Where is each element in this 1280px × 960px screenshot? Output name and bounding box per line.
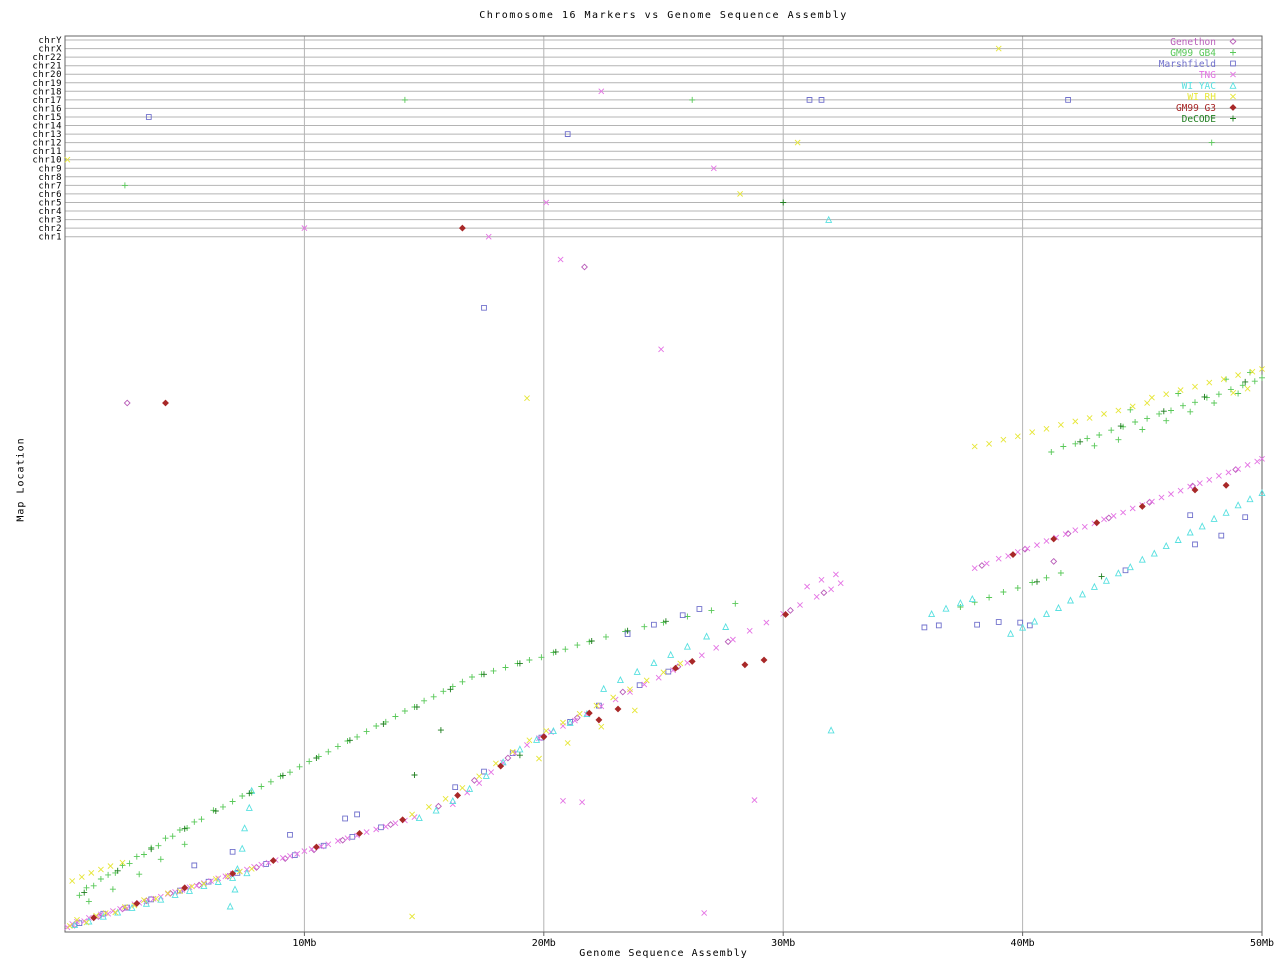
- series-wi-yac: [71, 215, 1266, 928]
- chart-title: Chromosome 16 Markers vs Genome Sequence…: [479, 10, 848, 21]
- chrom-label: chr11: [32, 147, 62, 157]
- chrom-label: chr9: [38, 164, 62, 174]
- chrom-label: chr10: [32, 156, 62, 166]
- chrom-label: chrX: [38, 45, 62, 55]
- chrom-label: chr3: [38, 216, 62, 226]
- chrom-label: chr1: [38, 233, 62, 243]
- chrom-label: chr16: [32, 104, 62, 114]
- chrom-label: chr8: [38, 173, 62, 183]
- legend-label: Genethon: [1170, 37, 1216, 48]
- series-gm99-gb4: [76, 96, 1265, 905]
- chrom-label: chr6: [38, 190, 62, 200]
- chrom-label: chr12: [32, 139, 62, 149]
- series-genethon: [71, 263, 1240, 929]
- legend-label: GM99 G3: [1176, 103, 1216, 114]
- legend-item-decode: DeCODE: [1182, 114, 1236, 125]
- chrom-label: chr4: [38, 207, 62, 217]
- legend-item-gm99-gb4: GM99 GB4: [1170, 48, 1236, 59]
- legend-item-gm99-g3: GM99 G3: [1176, 103, 1237, 114]
- chrom-label: chrY: [38, 36, 62, 46]
- chrom-label: chr22: [32, 53, 62, 63]
- series-decode: [81, 199, 1249, 896]
- series-gm99-g3: [90, 224, 1230, 922]
- legend-item-tng: TNG: [1199, 70, 1236, 81]
- legend-item-genethon: Genethon: [1170, 37, 1237, 48]
- legend-label: WI RH: [1187, 92, 1216, 103]
- legend-label: WI YAC: [1182, 81, 1216, 92]
- legend-label: TNG: [1199, 70, 1216, 81]
- x-tick-label: 10Mb: [292, 938, 316, 949]
- chrom-label: chr2: [38, 224, 62, 234]
- chrom-label: chr21: [32, 62, 62, 72]
- chrom-label: chr18: [32, 87, 62, 97]
- chrom-label: chr13: [32, 130, 62, 140]
- legend-item-wi-yac: WI YAC: [1182, 81, 1237, 92]
- x-tick-label: 50Mb: [1250, 938, 1274, 949]
- x-tick-label: 30Mb: [771, 938, 795, 949]
- x-tick-label: 40Mb: [1011, 938, 1035, 949]
- series-tng: [64, 88, 1265, 931]
- plot-border: [64, 35, 1263, 933]
- legend-label: GM99 GB4: [1170, 48, 1216, 59]
- chrom-label: chr5: [38, 199, 62, 209]
- series-wi-rh: [64, 45, 1265, 929]
- legend-label: Marshfield: [1159, 59, 1216, 70]
- chrom-label: chr19: [32, 79, 62, 89]
- chrom-label: chr20: [32, 70, 62, 80]
- chrom-label: chr7: [38, 181, 62, 191]
- x-tick-label: 20Mb: [532, 938, 556, 949]
- legend-label: DeCODE: [1182, 114, 1217, 125]
- chrom-label: chr14: [32, 122, 62, 132]
- series-marshfield: [76, 97, 1249, 927]
- legend-item-wi-rh: WI RH: [1187, 92, 1236, 103]
- chrom-label: chr15: [32, 113, 62, 123]
- legend-item-marshfield: Marshfield: [1159, 59, 1236, 70]
- chrom-label: chr17: [32, 96, 62, 106]
- x-axis-label: Genome Sequence Assembly: [579, 948, 748, 959]
